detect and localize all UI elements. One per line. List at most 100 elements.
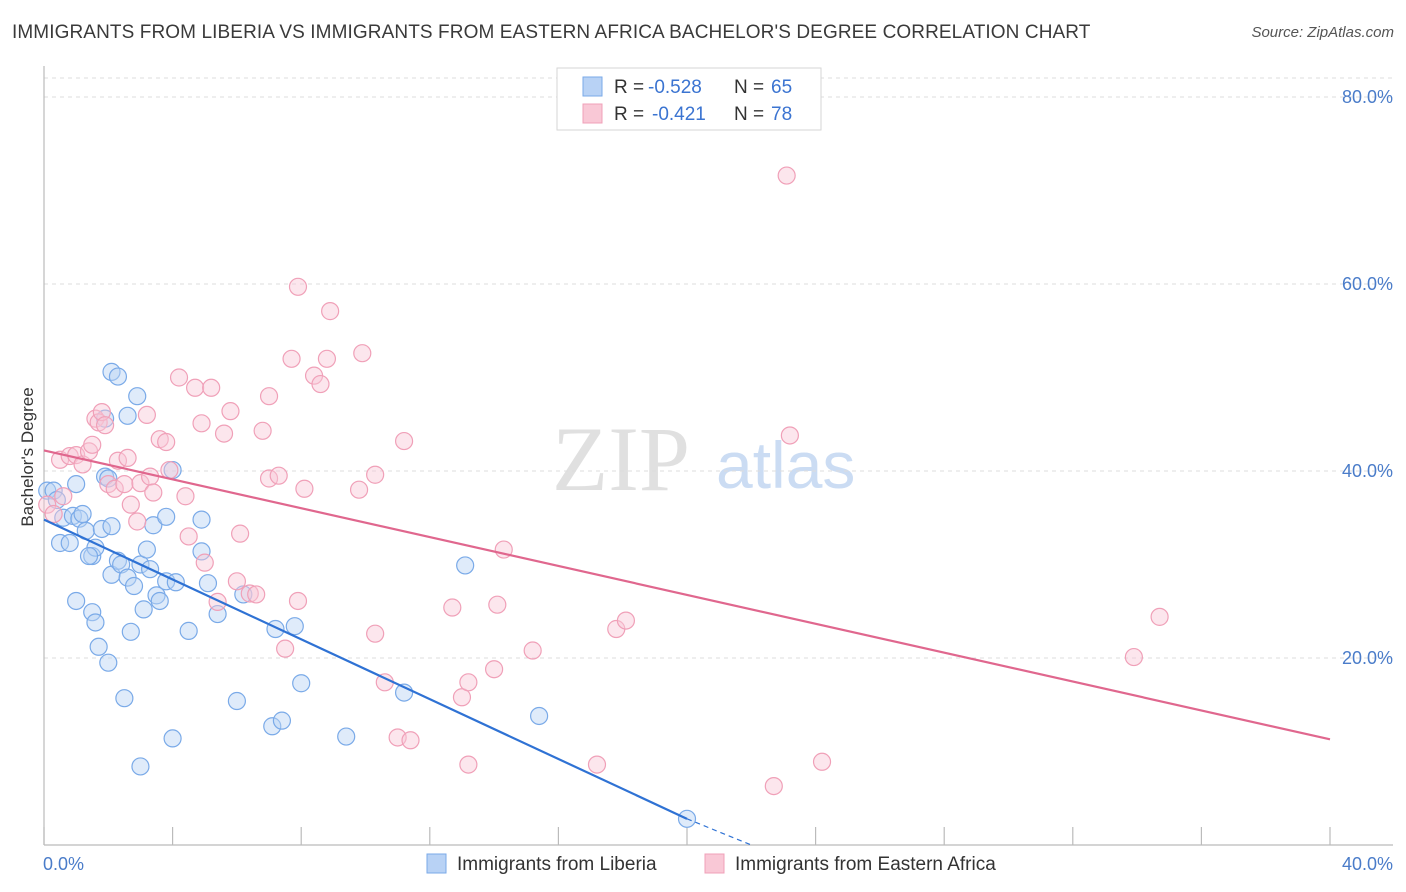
eastern-africa-point-61 bbox=[401, 731, 420, 750]
eastern-africa-point-78 bbox=[1150, 607, 1169, 626]
eastern-africa-point-56 bbox=[366, 465, 385, 484]
liberia-point-21 bbox=[102, 517, 121, 536]
axes bbox=[43, 66, 1393, 846]
eastern-africa-point-64 bbox=[459, 755, 478, 774]
eastern-africa-point-45 bbox=[276, 639, 295, 658]
eastern-africa-point-39 bbox=[240, 584, 259, 603]
liberia-point-28 bbox=[115, 689, 134, 708]
liberia-point-56 bbox=[272, 711, 292, 730]
liberia-point-15 bbox=[86, 613, 105, 632]
gridlines bbox=[44, 77, 1393, 659]
watermark-zip: ZIP bbox=[552, 408, 690, 510]
eastern-africa-point-20 bbox=[131, 474, 150, 493]
bottom-legend-swatch-liberia bbox=[426, 853, 447, 874]
eastern-africa-point-49 bbox=[295, 479, 314, 498]
eastern-africa-point-73 bbox=[764, 776, 783, 796]
liberia-trend-extension bbox=[686, 818, 752, 846]
x-tick-label-max: 40.0% bbox=[1342, 854, 1393, 874]
liberia-point-2 bbox=[50, 533, 70, 553]
eastern-africa-point-62 bbox=[443, 598, 462, 617]
eastern-africa-point-57 bbox=[366, 624, 385, 643]
source-label: Source: ZipAtlas.com bbox=[1251, 24, 1394, 41]
eastern-africa-point-29 bbox=[179, 527, 198, 546]
eastern-africa-point-19 bbox=[128, 512, 147, 531]
series-legend: Immigrants from Liberia Immigrants from … bbox=[426, 853, 996, 875]
eastern-africa-point-0 bbox=[38, 495, 57, 514]
liberia-point-46 bbox=[163, 729, 182, 748]
liberia-point-4 bbox=[60, 533, 79, 553]
y-tick-label-20: 20.0% bbox=[1342, 648, 1393, 668]
legend-n-value-1: 65 bbox=[771, 77, 792, 98]
eastern-africa-point-1 bbox=[44, 504, 63, 524]
bottom-legend-liberia: Immigrants from Liberia bbox=[457, 854, 657, 875]
liberia-point-32 bbox=[124, 576, 144, 596]
eastern-africa-point-55 bbox=[353, 344, 372, 363]
legend-n-label-2: N = bbox=[734, 104, 764, 125]
correlation-legend: R = -0.528 N = 65 R = -0.421 N = 78 bbox=[556, 67, 822, 131]
liberia-point-49 bbox=[192, 510, 211, 529]
eastern-africa-point-77 bbox=[1124, 647, 1143, 667]
eastern-africa-point-26 bbox=[160, 460, 179, 480]
eastern-africa-point-12 bbox=[95, 416, 115, 435]
liberia-point-41 bbox=[150, 591, 169, 611]
eastern-africa-point-75 bbox=[780, 426, 799, 445]
liberia-point-61 bbox=[456, 556, 475, 575]
liberia-point-7 bbox=[67, 474, 86, 494]
eastern-africa-point-41 bbox=[253, 421, 272, 440]
eastern-africa-point-14 bbox=[105, 479, 124, 498]
eastern-africa-point-69 bbox=[523, 641, 542, 660]
eastern-africa-point-47 bbox=[288, 591, 308, 611]
liberia-point-37 bbox=[137, 540, 156, 559]
bottom-legend-swatch-eastern-africa bbox=[704, 853, 725, 874]
eastern-africa-point-32 bbox=[195, 553, 214, 572]
liberia-point-59 bbox=[337, 727, 356, 746]
eastern-africa-point-43 bbox=[259, 387, 279, 406]
eastern-africa-point-21 bbox=[137, 405, 156, 424]
liberia-point-54 bbox=[263, 717, 282, 736]
legend-n-label-1: N = bbox=[734, 77, 764, 98]
bottom-legend-eastern-africa: Immigrants from Eastern Africa bbox=[735, 854, 996, 875]
eastern-africa-point-16 bbox=[115, 474, 134, 494]
y-tick-label-60: 60.0% bbox=[1342, 274, 1393, 294]
x-tick-label-min: 0.0% bbox=[43, 854, 84, 874]
liberia-point-42 bbox=[157, 507, 176, 526]
eastern-africa-point-31 bbox=[192, 414, 211, 433]
legend-r-value-1: -0.528 bbox=[648, 77, 702, 98]
liberia-point-57 bbox=[285, 617, 304, 636]
liberia-point-50 bbox=[198, 574, 218, 593]
eastern-africa-point-33 bbox=[202, 378, 221, 397]
liberia-point-14 bbox=[83, 603, 102, 622]
legend-n-value-2: 78 bbox=[771, 104, 792, 125]
liberia-point-13 bbox=[79, 546, 99, 566]
eastern-africa-point-27 bbox=[169, 368, 189, 387]
liberia-point-20 bbox=[99, 469, 118, 488]
liberia-point-35 bbox=[131, 757, 150, 776]
legend-swatch-blue bbox=[582, 76, 603, 97]
eastern-africa-point-53 bbox=[321, 302, 340, 321]
liberia-trend-line bbox=[43, 518, 688, 820]
legend-r-label-1: R = bbox=[614, 77, 644, 98]
eastern-africa-point-8 bbox=[83, 435, 102, 454]
chart-title: IMMIGRANTS FROM LIBERIA VS IMMIGRANTS FR… bbox=[12, 22, 1091, 43]
eastern-africa-point-25 bbox=[157, 432, 176, 452]
eastern-africa-point-63 bbox=[452, 688, 472, 707]
eastern-africa-trend-line bbox=[43, 449, 1331, 741]
eastern-africa-point-48 bbox=[288, 277, 308, 296]
liberia-point-6 bbox=[67, 591, 86, 611]
eastern-africa-point-37 bbox=[227, 572, 246, 591]
eastern-africa-point-46 bbox=[282, 349, 301, 368]
liberia-point-58 bbox=[292, 674, 311, 693]
eastern-africa-point-34 bbox=[208, 592, 227, 612]
legend-r-label-2: R = bbox=[614, 104, 644, 125]
eastern-africa-point-54 bbox=[349, 480, 369, 499]
trend-lines bbox=[43, 449, 1331, 846]
liberia-point-48 bbox=[192, 542, 211, 561]
liberia-point-40 bbox=[147, 586, 166, 605]
liberia-point-45 bbox=[166, 573, 185, 592]
liberia-point-22 bbox=[99, 653, 118, 672]
eastern-africa-point-66 bbox=[488, 595, 507, 614]
eastern-africa-point-35 bbox=[214, 424, 234, 443]
eastern-africa-point-17 bbox=[118, 448, 137, 468]
eastern-africa-point-36 bbox=[221, 402, 240, 421]
